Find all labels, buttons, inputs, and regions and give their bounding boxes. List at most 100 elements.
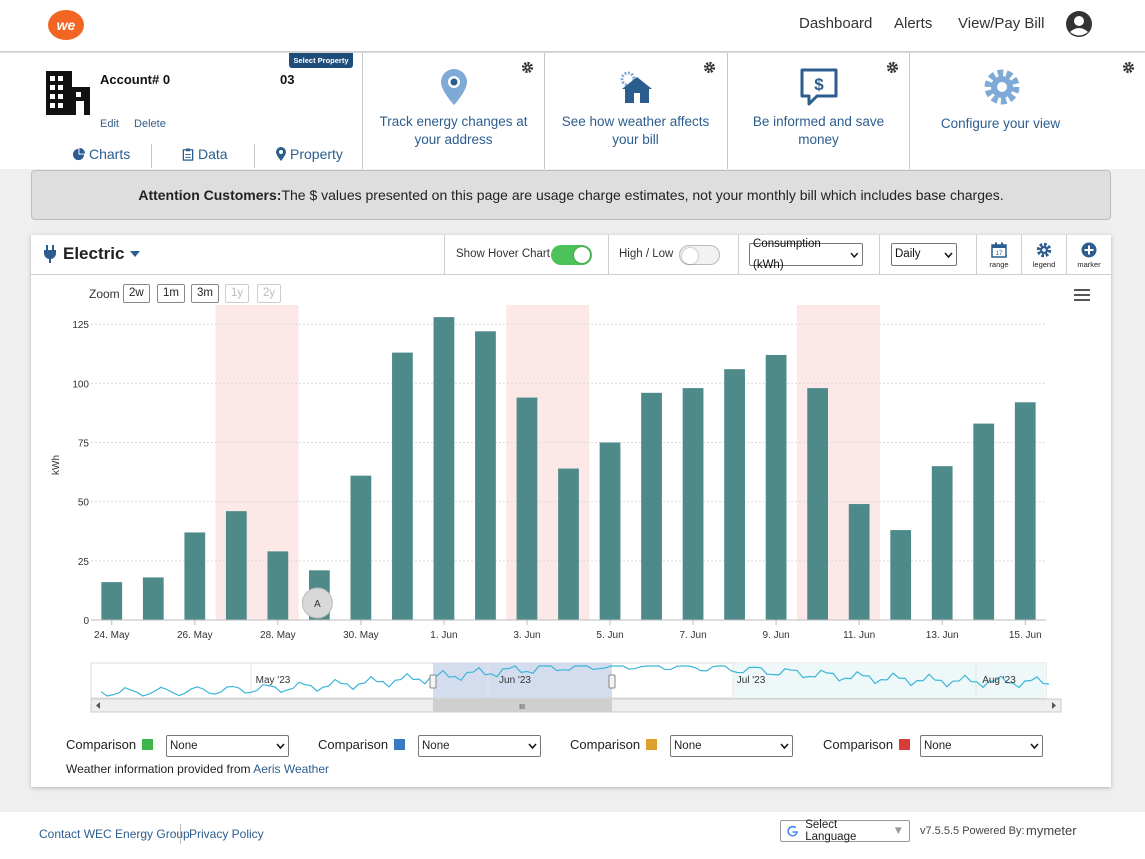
interval-select[interactable]: Daily — [891, 243, 957, 266]
tab-charts-label: Charts — [89, 146, 131, 162]
feature-text: Be informed and save money — [752, 114, 885, 147]
zoom-2w-button[interactable]: 2w — [123, 284, 150, 303]
navigator-handle — [429, 674, 437, 689]
bar — [184, 532, 206, 620]
navigator-label: Aug '23 — [982, 675, 1016, 686]
toolbar-divider — [608, 235, 609, 275]
location-pin-icon — [441, 69, 467, 105]
tab-charts[interactable]: Charts — [72, 146, 130, 162]
bar — [558, 468, 579, 620]
y-tick-label: 50 — [78, 498, 90, 509]
clipboard-icon — [182, 147, 194, 161]
bar — [350, 475, 372, 620]
tiles-row: Account# 0 03 Select Property Edit Delet… — [0, 53, 1145, 169]
user-avatar-icon[interactable] — [1065, 10, 1093, 38]
feature-text: Track energy changes at your address — [379, 114, 528, 147]
top-nav: we Dashboard Alerts View/Pay Bill — [0, 0, 1145, 52]
comparison-1-label: Comparison — [66, 737, 154, 752]
toolbar-divider — [444, 235, 445, 275]
comparison-label: Comparison — [318, 737, 389, 752]
feature-tile-configure[interactable]: Configure your view — [909, 53, 1145, 169]
delete-link[interactable]: Delete — [134, 118, 166, 130]
privacy-link[interactable]: Privacy Policy — [189, 827, 264, 841]
zoom-1m-button[interactable]: 1m — [157, 284, 185, 303]
toolbar-divider — [1021, 235, 1022, 275]
comparison-1-select[interactable]: None — [166, 735, 289, 757]
bar — [765, 354, 787, 620]
x-tick-label: 3. Jun — [513, 630, 540, 641]
gear-icon — [1036, 242, 1052, 258]
comparison-2-select[interactable]: None — [418, 735, 541, 757]
metric-select[interactable]: Consumption (kWh) — [749, 238, 863, 271]
google-icon — [787, 825, 798, 837]
plus-circle-icon — [1081, 242, 1097, 258]
select-property-button[interactable]: Select Property — [289, 53, 353, 68]
high-low-label: High / Low — [619, 248, 674, 260]
version-text: v7.5.5.5 Powered By: — [920, 825, 1025, 837]
toolbar-divider — [1066, 235, 1067, 275]
gear-icon[interactable] — [703, 61, 716, 74]
chevron-down-icon — [276, 743, 285, 749]
hamburger-menu-icon[interactable] — [1074, 289, 1090, 301]
gear-icon[interactable] — [1122, 61, 1135, 74]
x-tick-label: 11. Jun — [843, 630, 875, 641]
comparison-3-select[interactable]: None — [670, 735, 793, 757]
tab-divider — [254, 144, 255, 168]
navigator-selection — [433, 663, 612, 698]
comparison-label: Comparison — [66, 737, 137, 752]
bar — [475, 331, 496, 620]
zoom-3m-button[interactable]: 3m — [191, 284, 219, 303]
x-tick-label: 26. May — [177, 630, 213, 641]
hover-chart-label: Show Hover Chart — [456, 248, 550, 260]
comparison-value: None — [924, 740, 952, 752]
high-low-toggle[interactable] — [679, 245, 720, 265]
we-logo[interactable]: we — [47, 9, 85, 41]
bar — [931, 466, 953, 620]
tab-property[interactable]: Property — [276, 146, 343, 162]
navigator-scrollbar-grip: III — [519, 704, 525, 711]
contact-link[interactable]: Contact WEC Energy Group — [39, 827, 190, 841]
legend-button[interactable]: legend — [1022, 235, 1066, 275]
x-tick-label: 28. May — [260, 630, 296, 641]
aeris-weather-link[interactable]: Aeris Weather — [253, 762, 330, 776]
calendar-icon: 17 — [991, 242, 1007, 258]
bar — [225, 511, 247, 620]
edit-link[interactable]: Edit — [100, 118, 119, 130]
navigator-label: May '23 — [256, 675, 291, 686]
y-tick-label: 0 — [83, 616, 89, 627]
range-button[interactable]: 17 range — [977, 235, 1021, 275]
footer-divider — [180, 824, 181, 844]
bar — [599, 442, 621, 620]
feature-tile-track-energy[interactable]: Track energy changes at your address — [362, 53, 544, 169]
service-selector[interactable]: Electric — [43, 244, 141, 264]
consumption-chart[interactable]: 0 25 50 75 100 125 kWh 24. May 26. May 28. May 30.… — [31, 275, 1111, 715]
chart-toolbar: Electric Show Hover Chart High / Low Con… — [31, 235, 1111, 275]
feature-tile-save-money[interactable]: $ Be informed and save money — [727, 53, 909, 169]
zoom-2y-button[interactable]: 2y — [257, 284, 282, 303]
marker-button[interactable]: marker — [1067, 235, 1111, 275]
x-tick-label: 13. Jun — [926, 630, 959, 641]
gear-icon[interactable] — [521, 61, 534, 74]
zoom-1y-button[interactable]: 1y — [225, 284, 250, 303]
comparison-4-select[interactable]: None — [920, 735, 1043, 757]
tab-data[interactable]: Data — [182, 146, 228, 162]
nav-view-pay-bill[interactable]: View/Pay Bill — [958, 15, 1045, 32]
hover-chart-toggle[interactable] — [551, 245, 592, 265]
svg-text:17: 17 — [996, 251, 1003, 257]
navigator-label: Jul '23 — [737, 675, 766, 686]
comparison-label: Comparison — [823, 737, 894, 752]
chevron-down-icon — [944, 252, 953, 258]
account-tabs: Charts Data Property — [50, 144, 360, 168]
gear-icon[interactable] — [886, 61, 899, 74]
range-label: range — [989, 260, 1009, 269]
nav-dashboard[interactable]: Dashboard — [799, 15, 873, 32]
nav-alerts[interactable]: Alerts — [894, 15, 933, 32]
comparison-swatch — [142, 739, 154, 750]
comparison-swatch — [394, 739, 406, 750]
toolbar-divider — [976, 235, 977, 275]
feature-tile-weather[interactable]: See how weather affects your bill — [544, 53, 726, 169]
marker-label: A — [314, 599, 321, 610]
navigator-scrollbar-thumb — [433, 699, 612, 712]
language-select[interactable]: Select Language ▼ — [780, 819, 910, 843]
x-tick-label: 7. Jun — [679, 630, 706, 641]
